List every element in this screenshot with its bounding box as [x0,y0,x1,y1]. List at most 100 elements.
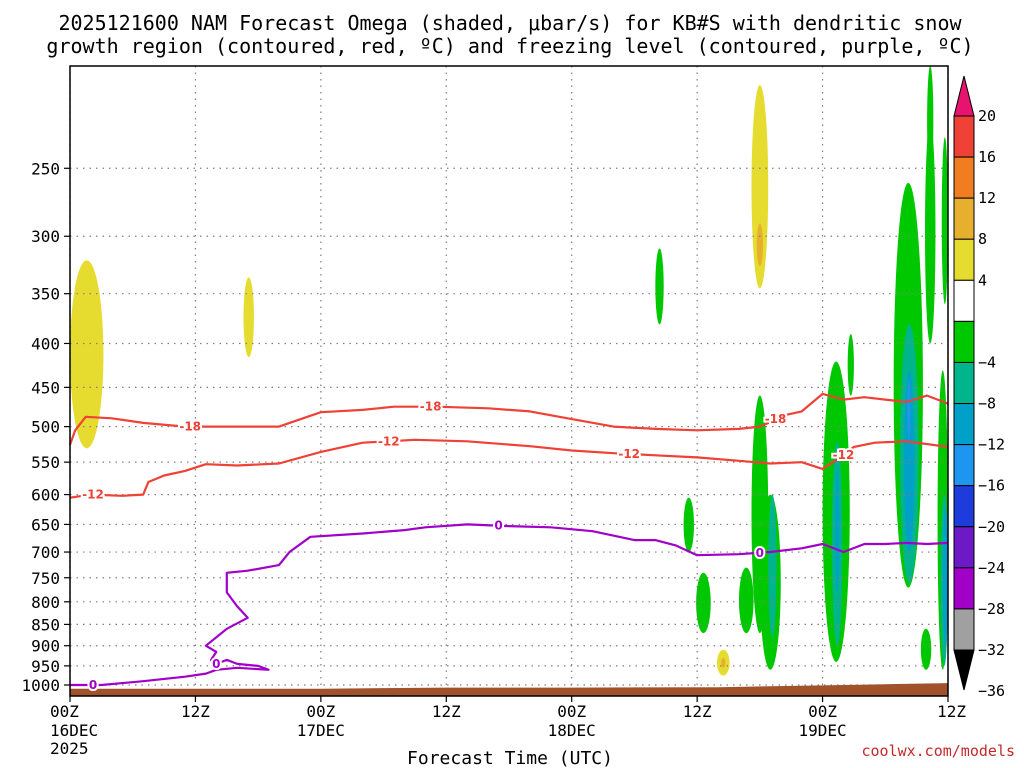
contour-label-freezing-2-3: 0 [756,546,764,560]
contour-label-dgz-1-1: -12 [378,434,400,448]
colorbar-tick-10: −24 [978,559,1005,577]
y-tick-label-700: 700 [31,543,60,562]
y-tick-label-450: 450 [31,378,60,397]
contour-label-dgz-0-0: -18 [179,420,201,434]
chart-title-line-2: growth region (contoured, red, ºC) and f… [46,34,973,58]
colorbar-band-7 [953,403,975,446]
y-tick-label-500: 500 [31,418,60,437]
x-tick-label-36: 12Z [432,702,461,721]
y-tick-label-600: 600 [31,486,60,505]
colorbar-band-0 [953,115,975,158]
x-tick-day-24: 17DEC [297,721,345,740]
colorbar: 20 16 12 8 4 −4 −8 −12 −16 −20 −24 −28 −32 −36 [953,75,1005,700]
y-tick-label-1000: 1000 [21,676,60,695]
x-tick-label-84: 12Z [937,702,966,721]
contour-label-dgz-0-1: -18 [420,400,442,414]
y-tick-label-850: 850 [31,615,60,634]
colorbar-band-10 [953,526,975,569]
y-tick-label-250: 250 [31,159,60,178]
omega-region-22 [927,66,934,176]
x-tick-label-0: 00Z [50,702,79,721]
omega-region-20 [907,378,911,442]
y-axis-pressure: 250 300 350 400 450 500 550 600 650 700 750 800 850 9… [21,159,70,695]
colorbar-tick-4: 4 [978,271,987,289]
colorbar-band-1 [953,156,975,199]
contour-labels: -18 -18 -18 -12 -12 -12 -12 0 0 0 0 [80,398,856,694]
contour-lines [68,392,949,687]
chart-title-line-1: 2025121600 NAM Forecast Omega (shaded, μ… [58,11,962,35]
omega-region-3 [756,223,763,267]
colorbar-band-4 [953,279,975,322]
y-tick-label-900: 900 [31,637,60,656]
x-tick-label-48: 00Z [557,702,586,721]
omega-region-1 [243,277,254,358]
x-tick-day-0: 16DEC [50,721,98,740]
contour-label-dgz-1-3: -12 [833,448,855,462]
terrain-area [70,683,948,696]
colorbar-band-8 [953,444,975,487]
colorbar-band-9 [953,485,975,528]
colorbar-tick-2: 12 [978,189,996,207]
y-tick-label-950: 950 [31,657,60,676]
contour-label-freezing-2-2: 0 [494,519,502,533]
colorbar-tick-9: −20 [978,518,1005,536]
x-tick-label-60: 12Z [683,702,712,721]
colorbar-tick-3: 8 [978,230,987,248]
x-tick-day-48: 18DEC [548,721,596,740]
omega-region-19 [904,370,915,553]
omega-region-2 [751,85,769,289]
contour-label-dgz-1-2: -12 [618,447,640,461]
colorbar-band-5 [953,320,975,363]
omega-region-12 [768,494,777,638]
omega-region-8 [696,572,711,634]
omega-region-27 [920,628,932,670]
colorbar-band-3 [953,238,975,281]
terrain-fill [70,683,948,696]
y-tick-label-750: 750 [31,569,60,588]
credit-link[interactable]: coolwx.com/models [861,742,1015,760]
plot-frame [69,65,949,697]
omega-region-25 [942,506,948,646]
colorbar-band-6 [953,361,975,405]
colorbar-tick-12: −32 [978,641,1005,659]
colorbar-band-11 [953,567,975,610]
omega-region-16 [847,334,854,396]
omega-region-6 [655,248,664,325]
y-tick-label-550: 550 [31,453,60,472]
x-tick-label-24: 00Z [306,702,335,721]
omega-region-26 [941,137,948,305]
x-tick-day-72: 19DEC [798,721,846,740]
colorbar-tick-6: −8 [978,395,996,413]
y-tick-label-300: 300 [31,227,60,246]
contour-label-freezing-2-1: 0 [212,657,220,671]
x-tick-label-72: 00Z [808,702,837,721]
colorbar-tick-7: −12 [978,436,1005,454]
y-tick-label-650: 650 [31,515,60,534]
colorbar-tick-0: 20 [978,107,996,125]
x-axis-label: Forecast Time (UTC) [407,748,613,768]
colorbar-tick-13: −36 [978,682,1005,700]
omega-region-9 [738,567,754,634]
contour-line-dgz-0 [68,392,949,446]
colorbar-band-2 [953,197,975,240]
x-tick-year-0: 2025 [50,739,89,758]
omega-region-21 [925,120,936,344]
contour-line-freezing-2 [70,523,949,687]
y-tick-label-800: 800 [31,593,60,612]
y-tick-label-400: 400 [31,334,60,353]
contour-label-dgz-0-2: -18 [765,412,787,426]
contour-label-freezing-2-0: 0 [89,678,97,692]
y-tick-label-350: 350 [31,285,60,304]
x-tick-label-12: 12Z [181,702,210,721]
colorbar-band-12 [953,608,975,651]
omega-region-0 [70,260,104,449]
colorbar-bottom-triangle [953,649,975,691]
colorbar-tick-5: −4 [978,353,996,371]
contour-label-dgz-1-0: -12 [82,488,104,502]
contour-line-dgz-1 [69,438,949,499]
colorbar-tick-8: −16 [978,477,1005,495]
omega-region-15 [835,468,840,593]
